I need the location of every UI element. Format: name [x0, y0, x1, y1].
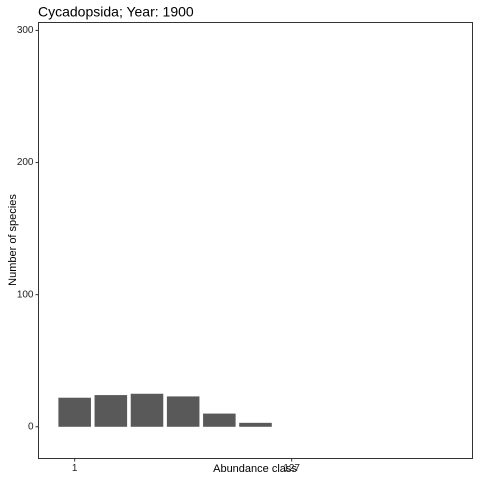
y-tick-label: 0 — [28, 421, 34, 432]
bar — [94, 395, 128, 427]
bar — [203, 413, 236, 427]
y-tick-label: 300 — [17, 25, 34, 36]
x-tick-label: 127 — [283, 463, 300, 474]
y-tick-label: 100 — [17, 289, 34, 300]
y-tick-label: 200 — [17, 157, 34, 168]
chart-title: Cycadopsida; Year: 1900 — [38, 4, 194, 20]
bar — [130, 393, 164, 427]
bar — [58, 397, 91, 427]
panel-border — [38, 22, 473, 459]
x-tick-label: 1 — [72, 463, 78, 474]
x-axis-title: Abundance class — [213, 463, 297, 475]
bar — [239, 422, 272, 427]
y-axis-title: Number of species — [7, 194, 19, 286]
bar — [166, 396, 200, 427]
